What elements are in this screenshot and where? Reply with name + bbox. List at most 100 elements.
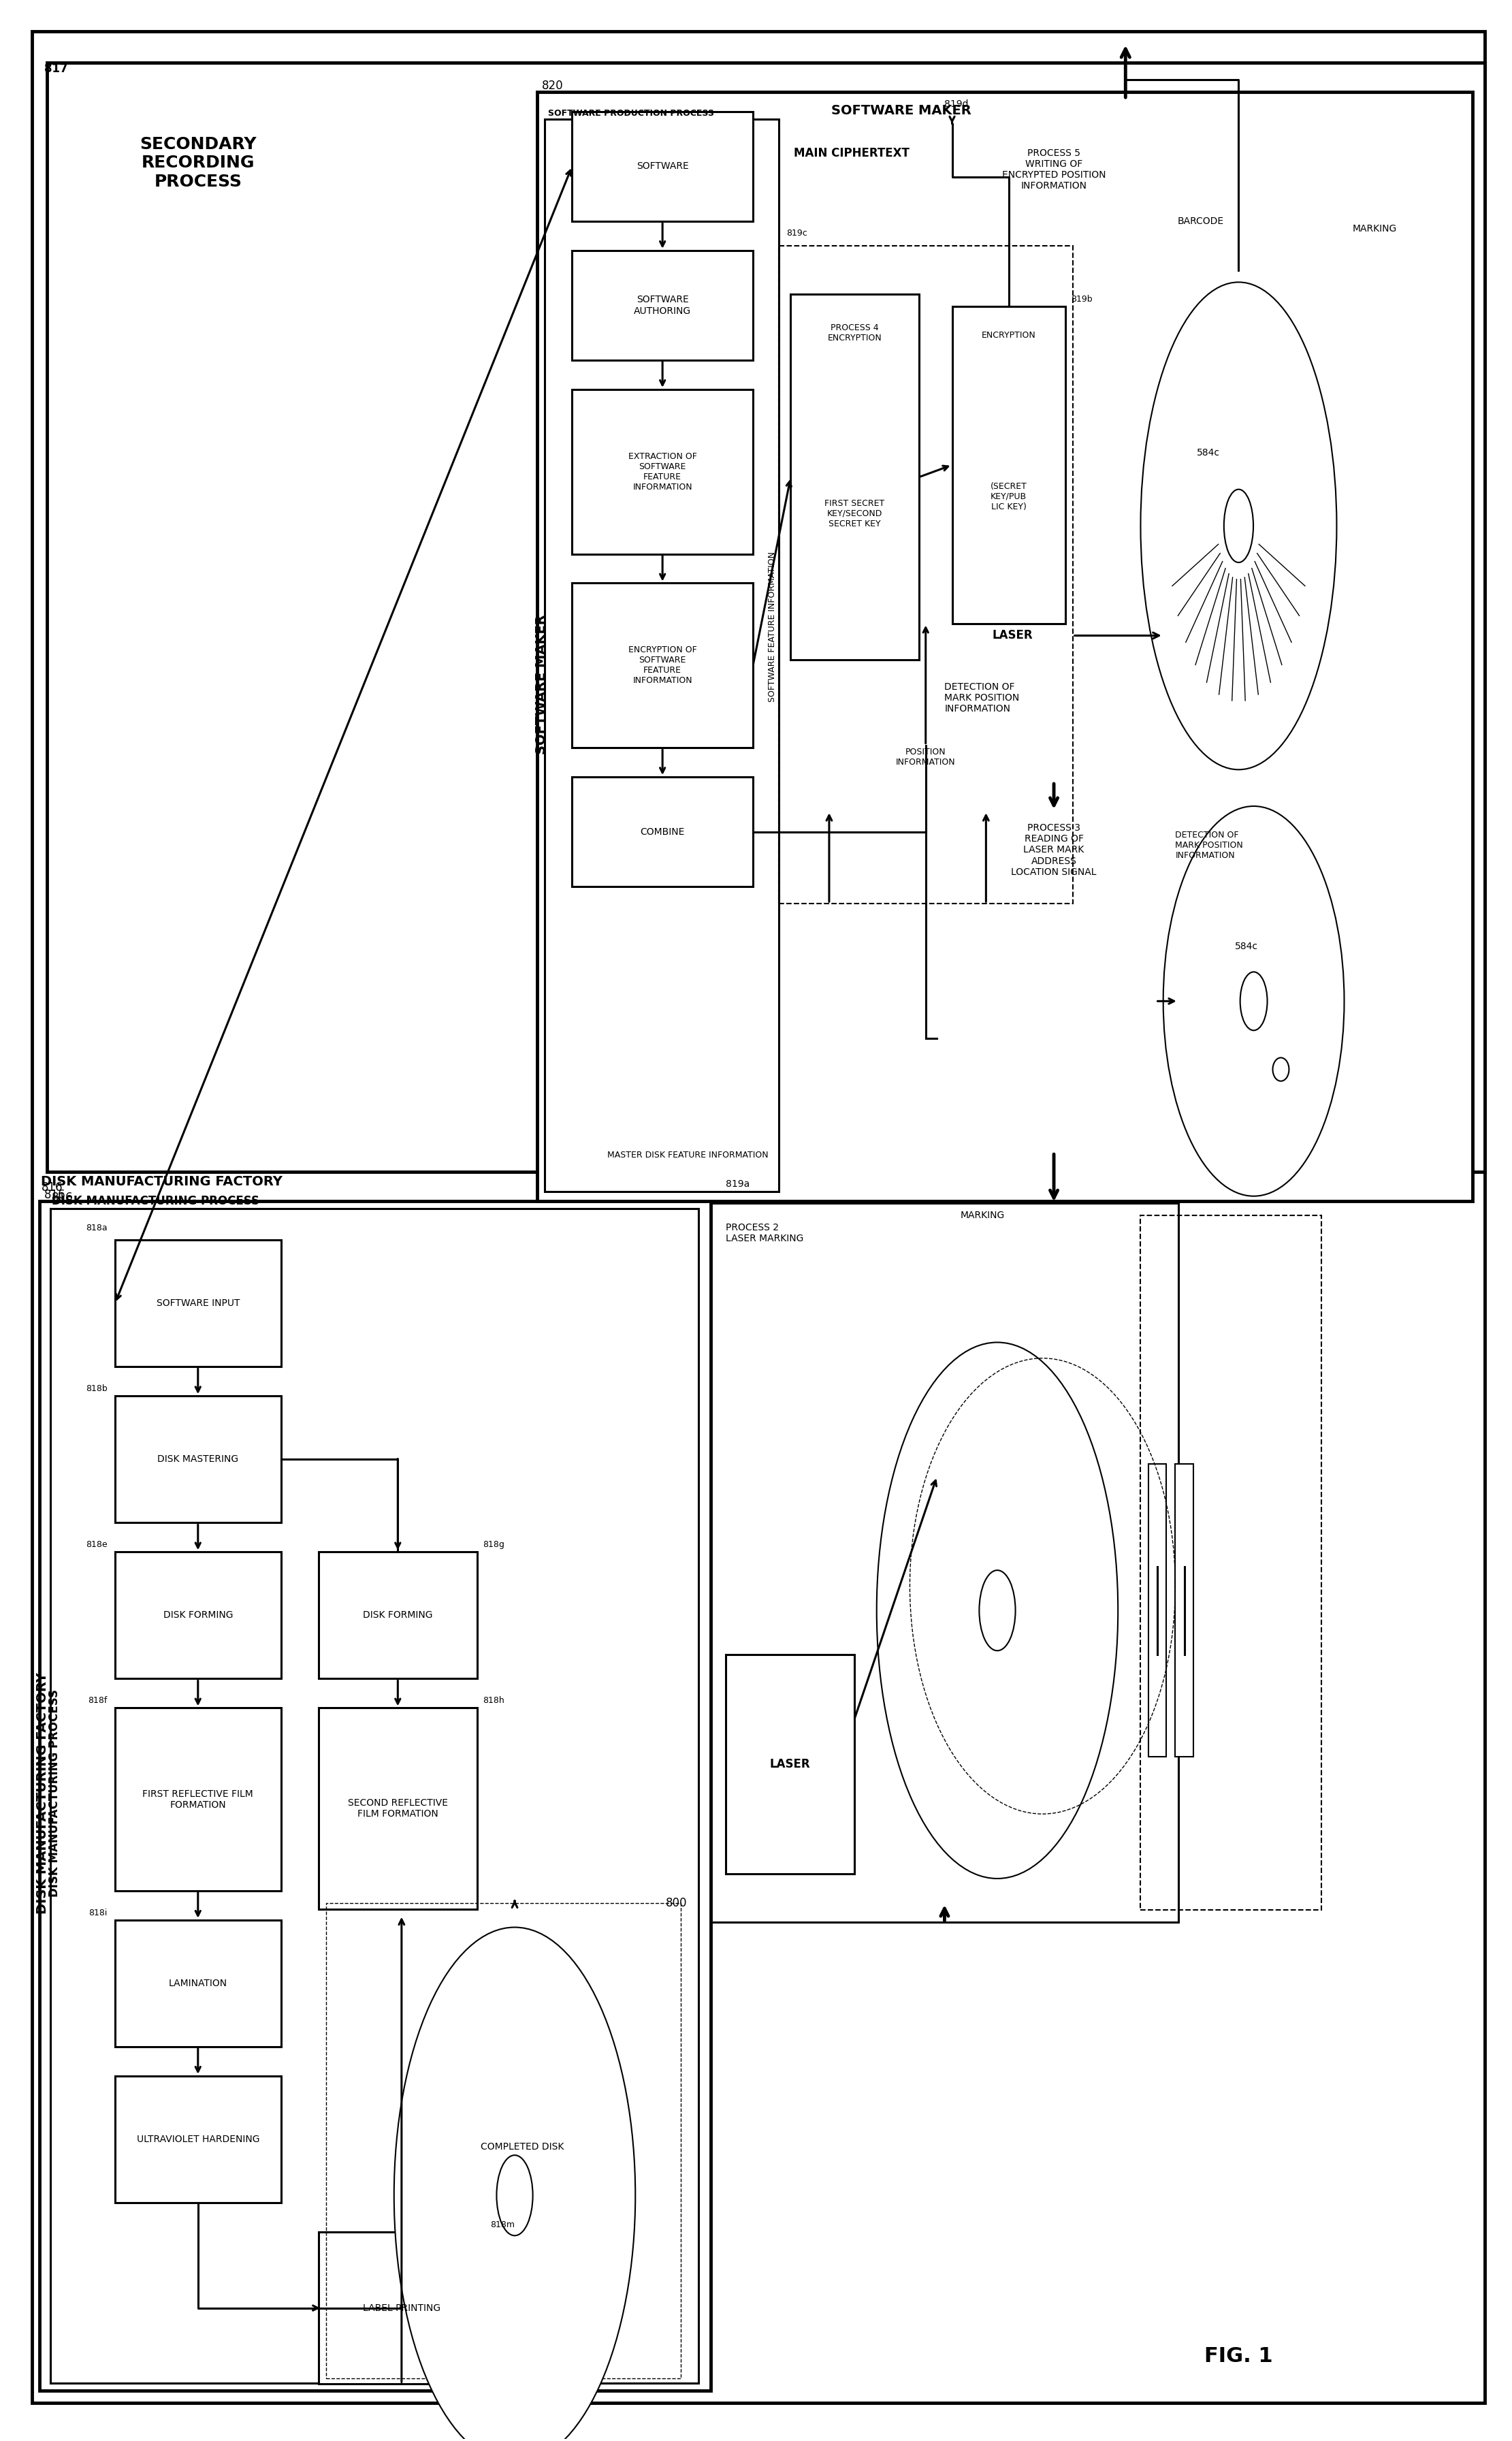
Text: SOFTWARE MAKER: SOFTWARE MAKER — [832, 105, 972, 117]
Text: FIG. 1: FIG. 1 — [1205, 2346, 1273, 2365]
Text: LABEL PRINTING: LABEL PRINTING — [363, 2304, 440, 2312]
Text: 584c: 584c — [1235, 942, 1258, 952]
Text: 818m: 818m — [490, 2221, 516, 2229]
Bar — [115, 2075, 281, 2202]
Text: 584c: 584c — [1198, 449, 1220, 456]
Bar — [572, 391, 753, 554]
Bar — [50, 1208, 699, 2382]
Text: DISK FORMING: DISK FORMING — [163, 1611, 233, 1621]
Bar — [327, 1904, 680, 2378]
Text: 818a: 818a — [86, 1223, 107, 1233]
Bar — [1359, 464, 1377, 683]
Ellipse shape — [1170, 820, 1338, 1181]
Text: DISK MANUFACTURING PROCESS: DISK MANUFACTURING PROCESS — [48, 1689, 60, 1897]
Text: PROCESS 3
READING OF
LASER MARK
ADDRESS
LOCATION SIGNAL: PROCESS 3 READING OF LASER MARK ADDRESS … — [1012, 823, 1096, 876]
Text: 819d: 819d — [945, 100, 969, 110]
Text: COMBINE: COMBINE — [640, 827, 685, 837]
Text: 800: 800 — [665, 1897, 686, 1909]
Bar — [115, 1709, 281, 1892]
Bar — [953, 537, 1072, 732]
Text: MASTER DISK FEATURE INFORMATION: MASTER DISK FEATURE INFORMATION — [608, 1150, 768, 1159]
Text: 818i: 818i — [89, 1909, 107, 1916]
Ellipse shape — [1240, 972, 1267, 1030]
Text: EXTRACTION OF
SOFTWARE
FEATURE
INFORMATION: EXTRACTION OF SOFTWARE FEATURE INFORMATI… — [627, 452, 697, 491]
Text: 816: 816 — [51, 1191, 73, 1203]
Bar — [47, 63, 1485, 1172]
Text: COMPLETED DISK: COMPLETED DISK — [481, 2141, 564, 2151]
Ellipse shape — [877, 1343, 1117, 1880]
Text: SECONDARY
RECORDING
PROCESS: SECONDARY RECORDING PROCESS — [139, 137, 257, 190]
Bar — [779, 247, 1072, 903]
Text: 816: 816 — [41, 1181, 62, 1194]
Text: SOFTWARE: SOFTWARE — [637, 161, 688, 171]
Ellipse shape — [980, 1570, 1016, 1650]
Text: DETECTION OF
MARK POSITION
INFORMATION: DETECTION OF MARK POSITION INFORMATION — [1175, 830, 1243, 859]
Text: ENCRYPTION OF
SOFTWARE
FEATURE
INFORMATION: ENCRYPTION OF SOFTWARE FEATURE INFORMATI… — [627, 647, 697, 686]
Bar — [544, 120, 779, 1191]
Text: SECOND REFLECTIVE
FILM FORMATION: SECOND REFLECTIVE FILM FORMATION — [348, 1799, 448, 1819]
Bar — [953, 308, 1064, 622]
Ellipse shape — [1273, 1057, 1290, 1081]
Text: MAIN CIPHERTEXT: MAIN CIPHERTEXT — [794, 146, 909, 159]
Bar — [1178, 137, 1359, 769]
Bar — [937, 810, 1170, 1152]
Text: 818e: 818e — [86, 1540, 107, 1550]
Bar — [319, 1709, 476, 1909]
Bar — [115, 1552, 281, 1679]
Bar — [1148, 1465, 1166, 1758]
Text: MARKING: MARKING — [1352, 225, 1397, 234]
Text: PROCESS 2
LASER MARKING: PROCESS 2 LASER MARKING — [726, 1223, 804, 1242]
Text: ULTRAVIOLET HARDENING: ULTRAVIOLET HARDENING — [136, 2133, 260, 2143]
Ellipse shape — [1148, 300, 1329, 752]
Ellipse shape — [1140, 283, 1337, 769]
Ellipse shape — [395, 1928, 635, 2441]
Bar — [937, 124, 1170, 781]
Bar — [1178, 818, 1359, 1145]
Text: DETECTION OF
MARK POSITION
INFORMATION: DETECTION OF MARK POSITION INFORMATION — [945, 681, 1019, 713]
Text: FIRST REFLECTIVE FILM
FORMATION: FIRST REFLECTIVE FILM FORMATION — [142, 1789, 254, 1809]
Text: 818h: 818h — [482, 1696, 505, 1706]
Bar — [537, 93, 1473, 1201]
Text: SOFTWARE PRODUCTION PROCESS: SOFTWARE PRODUCTION PROCESS — [547, 110, 714, 117]
Bar — [1402, 903, 1420, 1086]
Bar — [726, 1655, 854, 1875]
Ellipse shape — [1223, 488, 1253, 561]
Bar — [572, 776, 753, 886]
Text: 820: 820 — [541, 81, 564, 93]
Text: 819a: 819a — [726, 1179, 750, 1189]
Text: DISK FORMING: DISK FORMING — [363, 1611, 432, 1621]
Bar — [572, 251, 753, 361]
Text: FIRST SECRET
KEY/SECOND
SECRET KEY: FIRST SECRET KEY/SECOND SECRET KEY — [824, 498, 885, 527]
Text: 819c: 819c — [786, 229, 807, 237]
Text: (SECRET
KEY/PUB
LIC KEY): (SECRET KEY/PUB LIC KEY) — [990, 481, 1027, 510]
Ellipse shape — [496, 2155, 532, 2236]
Text: 817: 817 — [44, 63, 68, 76]
Text: SOFTWARE FEATURE INFORMATION: SOFTWARE FEATURE INFORMATION — [768, 552, 777, 703]
Text: DISK MANUFACTURING PROCESS: DISK MANUFACTURING PROCESS — [51, 1196, 259, 1208]
Ellipse shape — [411, 1965, 618, 2426]
Text: 818b: 818b — [86, 1384, 107, 1394]
Text: SOFTWARE
AUTHORING: SOFTWARE AUTHORING — [634, 295, 691, 315]
Text: BARCODE: BARCODE — [1178, 217, 1225, 227]
Text: 816: 816 — [44, 1189, 65, 1201]
Bar — [1140, 1216, 1321, 1911]
Ellipse shape — [885, 1362, 1110, 1860]
Text: 818g: 818g — [482, 1540, 505, 1550]
Text: PROCESS 5
WRITING OF
ENCRYPTED POSITION
INFORMATION: PROCESS 5 WRITING OF ENCRYPTED POSITION … — [1002, 149, 1105, 190]
Ellipse shape — [402, 1945, 627, 2441]
Bar — [711, 1203, 1178, 1924]
Bar — [1175, 1465, 1193, 1758]
Bar — [115, 1921, 281, 2046]
Bar — [1387, 464, 1405, 683]
Bar — [791, 295, 919, 659]
Bar — [1374, 903, 1393, 1086]
Text: LASER: LASER — [992, 630, 1033, 642]
Text: DISK MANUFACTURING FACTORY: DISK MANUFACTURING FACTORY — [41, 1174, 283, 1189]
Ellipse shape — [1154, 317, 1323, 735]
Text: DISK MANUFACTURING FACTORY: DISK MANUFACTURING FACTORY — [36, 1672, 48, 1914]
Text: MARKING: MARKING — [960, 1211, 1004, 1220]
Bar — [115, 1240, 281, 1367]
Text: LAMINATION: LAMINATION — [169, 1980, 227, 1987]
Ellipse shape — [894, 1379, 1101, 1841]
Text: POSITION
INFORMATION: POSITION INFORMATION — [895, 747, 956, 766]
